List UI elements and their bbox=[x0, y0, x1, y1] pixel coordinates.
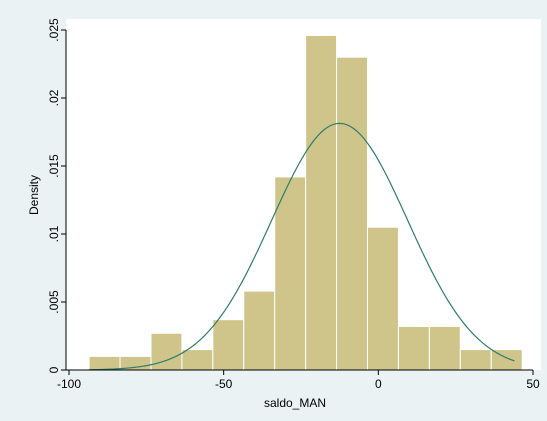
y-ticks-group: 0 .005 .01 .015 .02 .025 bbox=[47, 18, 66, 373]
y-axis-label: Density bbox=[27, 175, 41, 215]
histogram-bar-0 bbox=[88, 355, 121, 371]
x-tick-label-0: -100 bbox=[57, 377, 81, 391]
y-tick-label-2: .01 bbox=[47, 225, 61, 242]
histogram-bar-12 bbox=[459, 349, 492, 371]
histogram-bar-3 bbox=[181, 349, 214, 371]
histogram-bar-10 bbox=[397, 325, 430, 371]
histogram-bar-8 bbox=[336, 56, 369, 371]
histogram-bar-11 bbox=[428, 325, 461, 371]
histogram-bar-4 bbox=[212, 319, 245, 371]
histogram-bar-9 bbox=[367, 226, 399, 371]
histogram-bar-7 bbox=[305, 34, 338, 371]
normal-density-curve bbox=[89, 122, 515, 371]
histogram-bar-5 bbox=[243, 290, 276, 371]
y-tick-label-3: .015 bbox=[47, 154, 61, 178]
y-tick-label-0: 0 bbox=[47, 366, 61, 373]
x-tick-label-1: -50 bbox=[215, 377, 233, 391]
x-tick-label-3: 50 bbox=[526, 377, 540, 391]
x-ticks-group: -100 -50 0 50 bbox=[57, 370, 540, 391]
x-tick-label-2: 0 bbox=[375, 377, 382, 391]
x-axis-label: saldo_MAN bbox=[264, 396, 326, 410]
y-tick-label-4: .02 bbox=[47, 89, 61, 106]
y-tick-label-5: .025 bbox=[47, 18, 61, 42]
histogram-bar-6 bbox=[274, 176, 307, 371]
histogram-bar-2 bbox=[150, 332, 183, 371]
y-tick-label-1: .005 bbox=[47, 290, 61, 314]
